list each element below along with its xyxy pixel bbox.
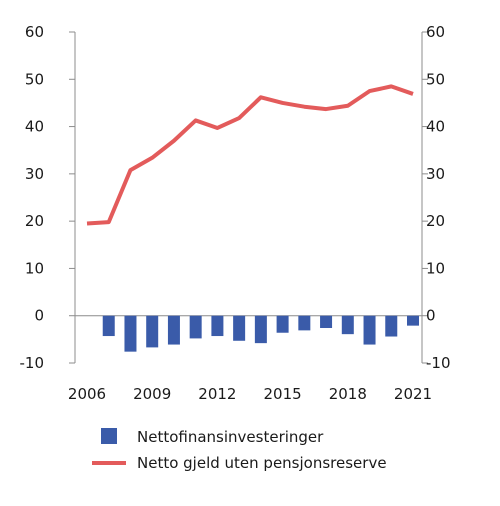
x-tick-label: 2015 [264,385,302,403]
y-tick-label-right: 0 [426,307,436,325]
bar [233,315,246,341]
series-line [86,84,414,226]
bar [385,315,398,337]
bar [276,315,289,333]
bar [320,315,333,329]
y-tick-label-left: 40 [25,118,44,136]
bar [124,315,137,352]
y-tick-label-left: 0 [34,307,44,325]
x-tick-label: 2012 [198,385,236,403]
y-tick-label-right: 30 [426,165,445,183]
y-tick-label-right: 40 [426,118,445,136]
y-tick-label-left: 30 [25,165,44,183]
x-tick-label: 2018 [329,385,367,403]
legend-bar-label: Nettofinansinvesteringer [137,428,324,446]
y-tick-label-left: 60 [25,23,44,41]
y-tick-label-left: -10 [20,354,45,372]
bar [298,315,311,331]
y-tick-label-right: 10 [426,259,445,277]
bar [102,315,115,337]
bar-series [102,315,419,352]
bar [146,315,159,348]
y-tick-label-right: 50 [426,70,445,88]
bar [341,315,354,335]
bar [254,315,267,344]
y-tick-label-right: 60 [426,23,445,41]
y-tick-label-left: 10 [25,259,44,277]
x-tick-label: 2021 [394,385,432,403]
legend-bar-swatch [101,428,117,444]
line-series [86,84,414,226]
bar [407,315,419,326]
y-tick-label-right: -10 [426,354,451,372]
legend-line-label: Netto gjeld uten pensjonsreserve [137,454,387,472]
bar [189,315,202,339]
bar [211,315,224,337]
x-tick-label: 2006 [68,385,106,403]
axes: -10 -10 0 0 10 10 20 20 30 30 40 40 50 50 60 60 2006 2009… [20,23,451,403]
bar [167,315,180,345]
legend: Nettofinansinvesteringer Netto gjeld ute… [92,428,387,472]
y-tick-label-right: 20 [426,212,445,230]
y-tick-label-left: 20 [25,212,44,230]
bar [363,315,376,345]
x-tick-label: 2009 [133,385,171,403]
y-tick-label-left: 50 [25,70,44,88]
